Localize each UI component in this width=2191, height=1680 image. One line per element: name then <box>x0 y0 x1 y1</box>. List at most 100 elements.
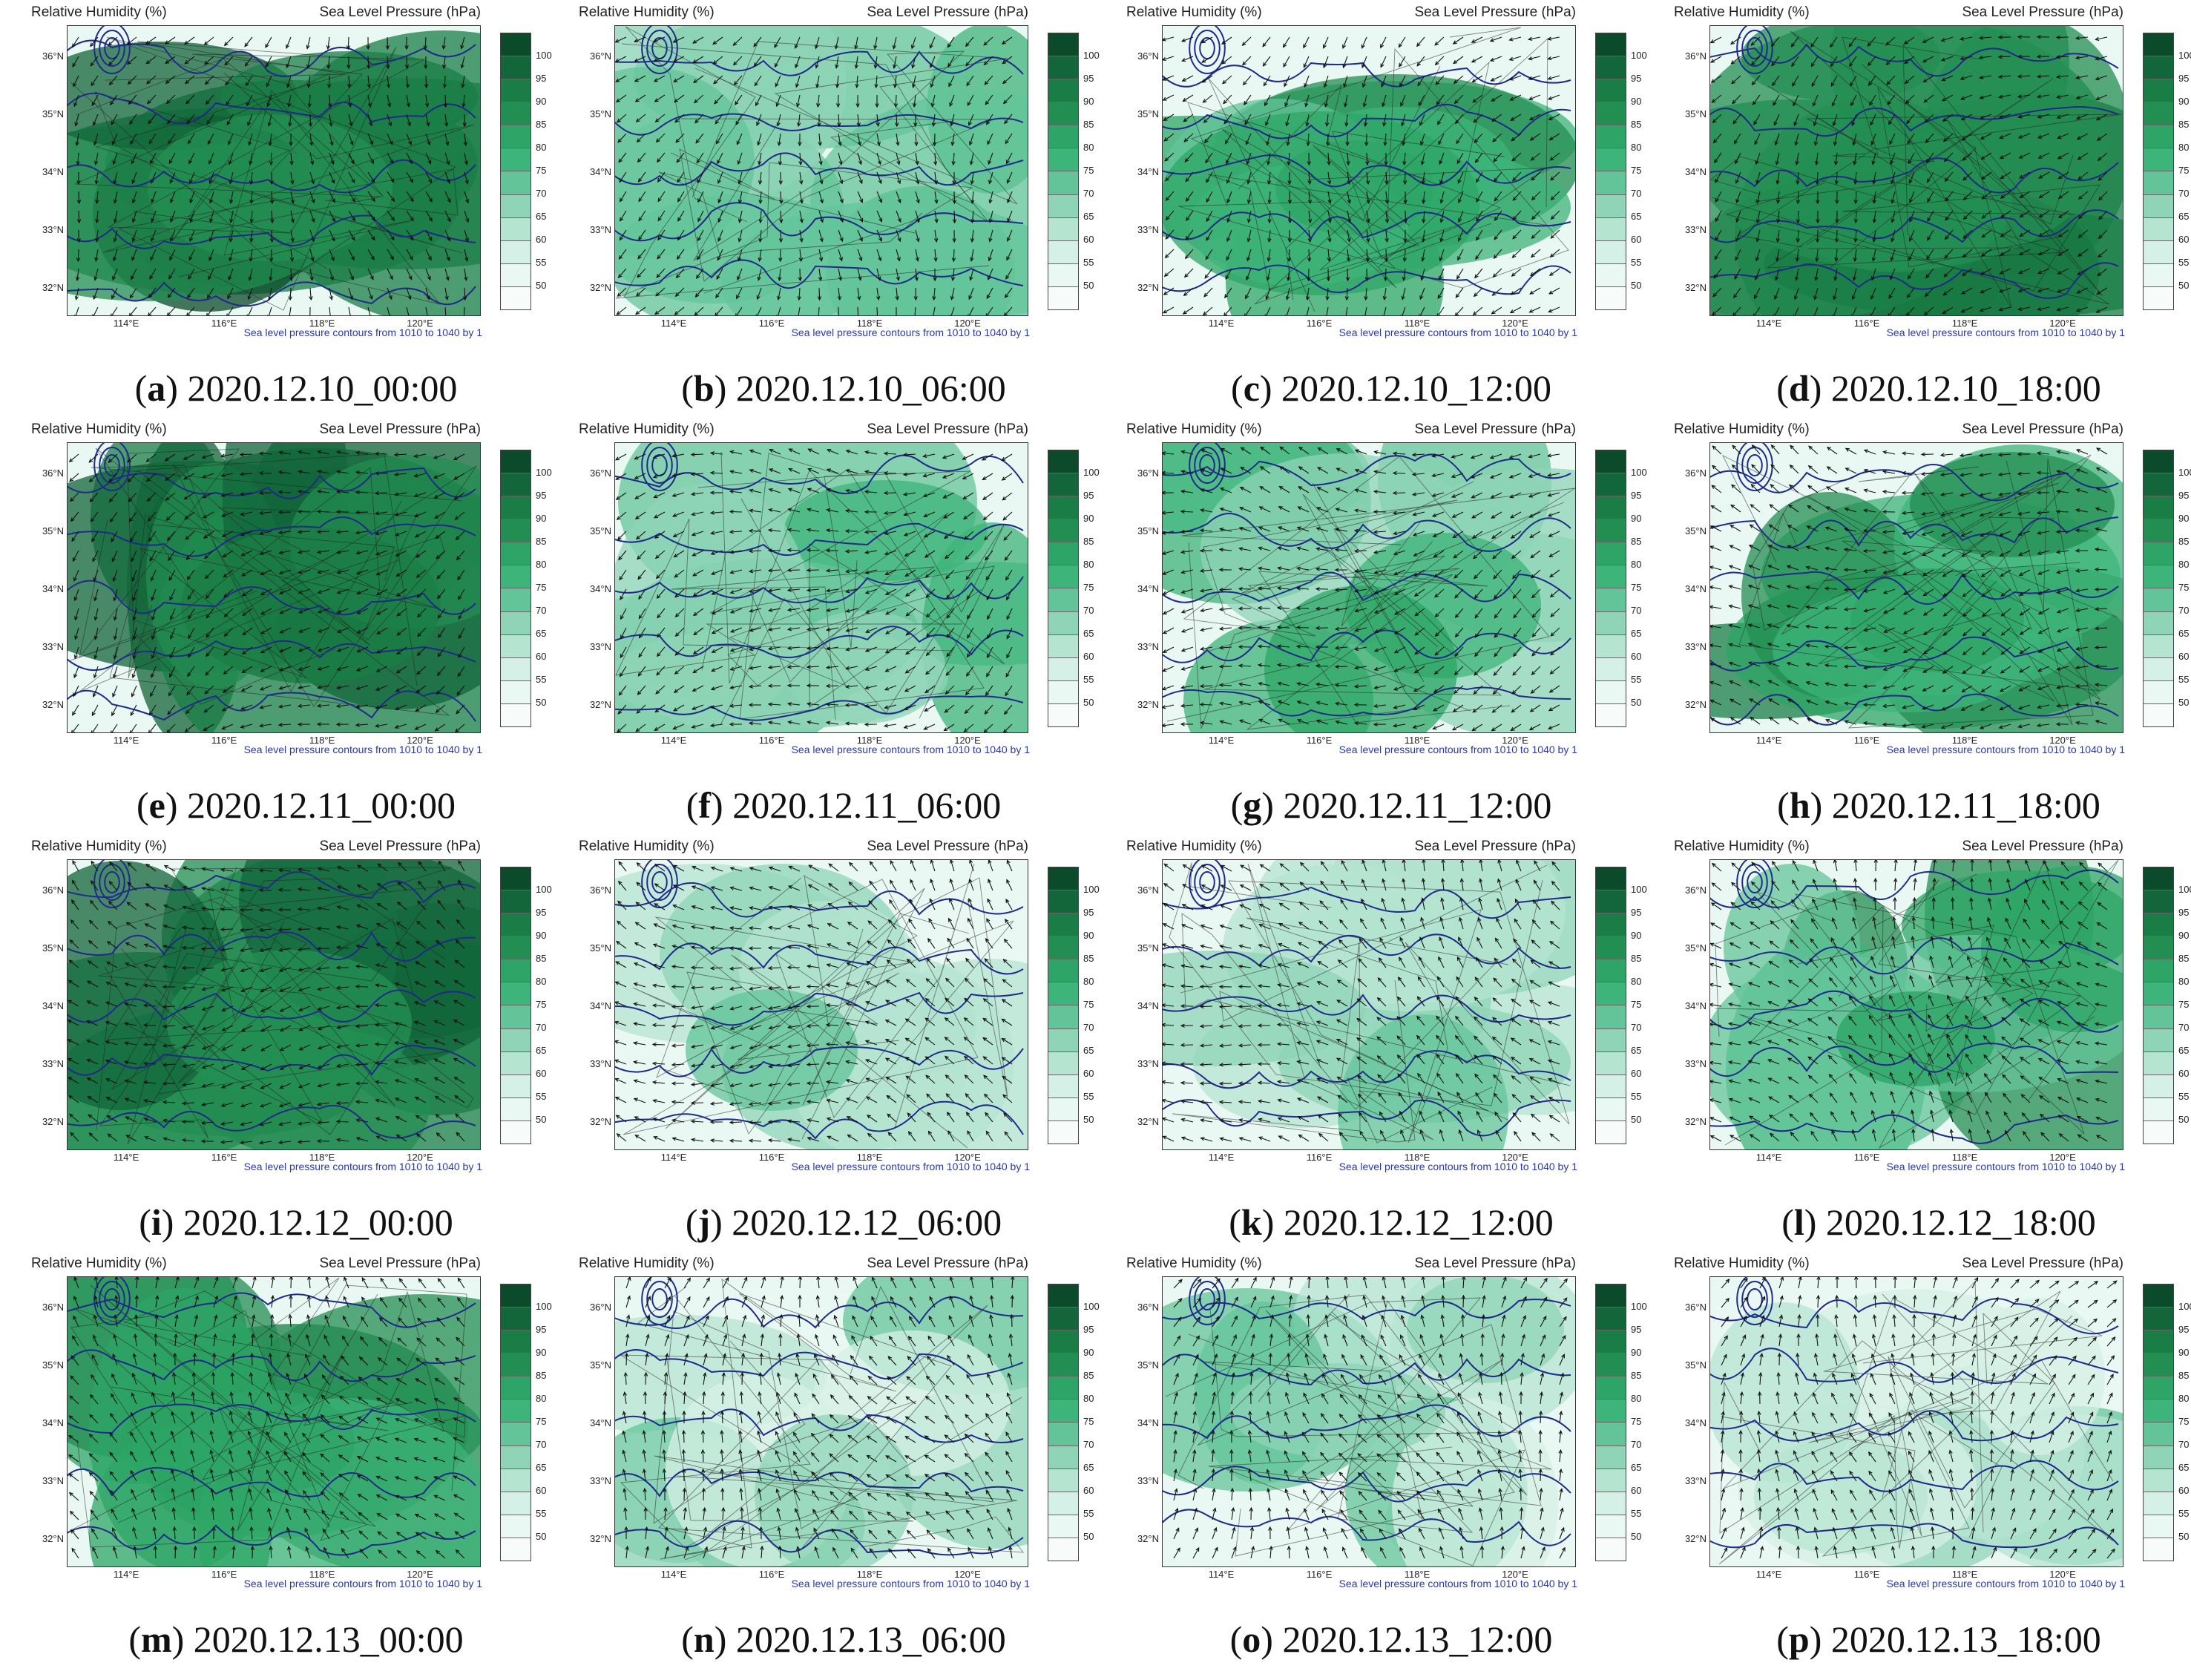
wind-vector-head <box>932 296 936 301</box>
wind-vector <box>885 569 897 575</box>
wind-vector <box>1980 94 1992 99</box>
wind-vector <box>904 550 916 557</box>
wind-vector-head <box>426 295 430 301</box>
wind-vector <box>376 646 388 654</box>
map-svg <box>1710 443 2123 732</box>
wind-vector-head <box>1200 449 1206 453</box>
longitude-label: 116°E <box>211 735 237 746</box>
wind-vector <box>128 511 137 522</box>
wind-vector <box>1269 210 1271 223</box>
wind-vector <box>913 75 916 88</box>
wind-vector-head <box>317 648 322 652</box>
wind-vector <box>1355 509 1367 513</box>
wind-vector-head <box>1528 726 1534 731</box>
wind-vector-head <box>617 274 623 279</box>
wind-vector <box>1770 464 1780 474</box>
wind-vector-head <box>1925 139 1930 143</box>
wind-vector <box>1434 569 1445 578</box>
wind-vector <box>1204 268 1213 279</box>
wind-vector-head <box>1411 453 1416 457</box>
wind-vector <box>1888 114 1896 125</box>
wind-vector <box>1491 306 1502 315</box>
wind-vector-head <box>1980 289 1985 294</box>
wind-vector <box>396 646 407 654</box>
wind-vector-head <box>1418 101 1422 107</box>
wind-vector-head <box>95 200 99 205</box>
wind-vector <box>925 569 936 578</box>
wind-vector-head <box>150 577 154 582</box>
wind-vector-head <box>845 608 850 613</box>
wind-vector-head <box>1201 79 1206 83</box>
wind-vector-head <box>1335 508 1340 512</box>
wind-vector <box>1890 152 1896 165</box>
wind-vector-head <box>1414 611 1419 617</box>
wind-vector <box>789 468 801 474</box>
wind-vector <box>1394 646 1406 654</box>
wind-vector <box>885 666 897 672</box>
wind-vector-head <box>1246 180 1251 185</box>
wind-vector-head <box>834 45 839 50</box>
wind-vector <box>1278 718 1290 725</box>
wind-vector-head <box>947 62 952 68</box>
wind-vector-head <box>317 470 322 474</box>
wind-vector <box>2000 268 2011 275</box>
wind-vector-head <box>819 237 824 243</box>
wind-vector-head <box>185 536 190 540</box>
wind-vector-head <box>2017 114 2023 119</box>
wind-vector-head <box>1365 161 1370 166</box>
wind-vector-head <box>148 312 152 315</box>
wind-vector <box>109 492 118 502</box>
wind-vector <box>1220 488 1232 493</box>
colorbar-segment <box>1596 450 1626 474</box>
wind-vector-head <box>2000 174 2005 180</box>
wind-vector <box>1926 249 1934 260</box>
wind-vector-head <box>674 292 680 298</box>
wind-vector <box>208 152 214 164</box>
wind-vector-head <box>1412 724 1417 729</box>
wind-vector-head <box>1180 450 1186 454</box>
wind-vector-head <box>965 62 970 67</box>
wind-vector <box>846 569 858 573</box>
wind-vector-head <box>618 691 623 696</box>
wind-vector <box>1454 646 1464 657</box>
wind-vector <box>435 531 446 539</box>
wind-vector-head <box>1770 464 1775 469</box>
wind-vector <box>249 249 253 261</box>
wind-vector <box>754 56 762 67</box>
wind-vector <box>1961 306 1973 313</box>
wind-vector-head <box>1244 101 1248 106</box>
wind-vector-head <box>453 456 458 461</box>
wind-vector <box>131 249 137 261</box>
wind-vector-head <box>1528 493 1534 498</box>
wind-vector-head <box>1278 465 1284 470</box>
wind-vector-head <box>1334 607 1339 612</box>
wind-vector <box>1242 56 1252 65</box>
wind-vector-head <box>464 276 468 282</box>
wind-vector <box>1474 569 1483 579</box>
wind-vector-head <box>1924 292 1929 298</box>
wind-vector-head <box>74 122 79 127</box>
wind-vector <box>438 608 446 619</box>
wind-vector-head <box>1258 681 1263 686</box>
wind-vector <box>224 56 234 66</box>
wind-vector <box>1006 608 1013 620</box>
wind-vector-head <box>2077 175 2083 180</box>
wind-vector <box>988 249 993 261</box>
wind-vector <box>1511 287 1522 295</box>
wind-vector-head <box>395 552 400 557</box>
wind-vector-head <box>1833 276 1838 282</box>
wind-vector-head <box>654 726 659 731</box>
wind-vector <box>942 453 955 459</box>
wind-vector <box>1909 229 1915 241</box>
wind-vector <box>348 210 355 221</box>
wind-vector <box>1413 531 1425 537</box>
wind-vector-head <box>326 65 331 70</box>
wind-vector-head <box>817 122 821 128</box>
wind-vector <box>787 666 801 668</box>
wind-vector-head <box>131 199 136 204</box>
colorbar-segment <box>1596 56 1626 80</box>
wind-vector-head <box>336 648 342 652</box>
wind-vector-head <box>619 178 623 183</box>
wind-vector <box>367 249 375 260</box>
wind-vector <box>1006 588 1013 600</box>
